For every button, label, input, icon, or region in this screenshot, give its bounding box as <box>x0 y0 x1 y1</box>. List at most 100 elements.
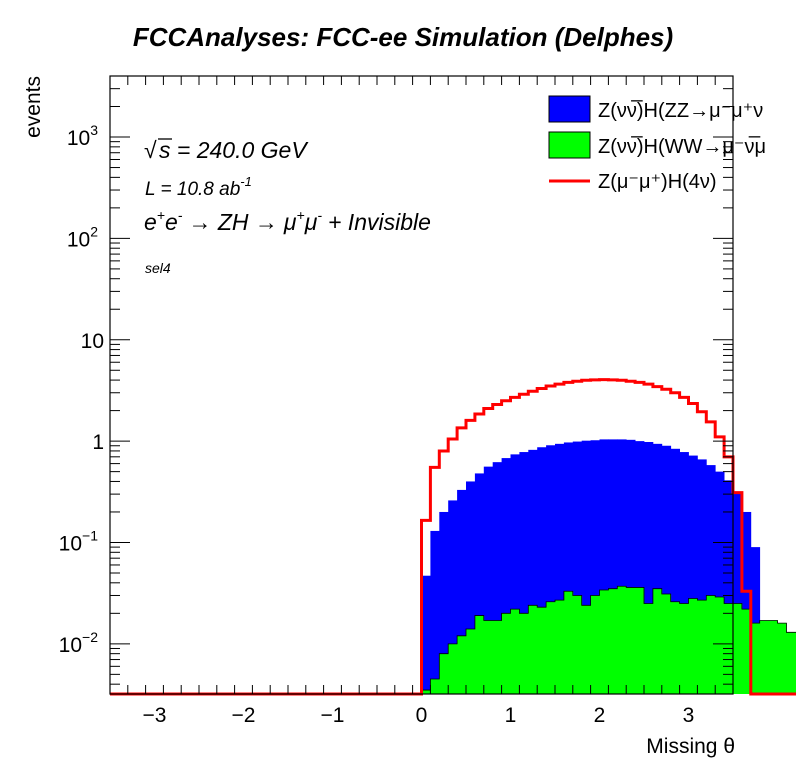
bar-zz-68 <box>715 471 725 694</box>
bar-ww-48 <box>537 607 547 694</box>
bar-zz-66 <box>697 459 707 694</box>
lumi-exponent: -1 <box>240 174 252 189</box>
stack-outline-ww <box>421 585 796 694</box>
x-tick-label-0: −3 <box>143 704 167 727</box>
legend-swatch-zz <box>548 95 591 123</box>
bar-ww-76 <box>786 632 796 694</box>
bar-zz-63 <box>670 448 680 694</box>
bar-zz-37 <box>439 511 449 694</box>
x-axis-label: Missing θ <box>646 735 735 758</box>
bar-ww-41 <box>474 615 485 694</box>
bar-ww-74 <box>768 620 778 694</box>
bar-ww-68 <box>715 596 725 694</box>
bar-zz-38 <box>448 500 458 694</box>
bar-ww-73 <box>759 620 769 694</box>
lumi-base: L = 10.8 ab <box>145 179 240 200</box>
bar-zz-69 <box>724 480 734 694</box>
process-tail: + Invisible <box>328 209 431 235</box>
annotation-luminosity: L = 10.8 ab-1 <box>145 174 252 200</box>
bar-zz-54 <box>590 440 600 694</box>
bar-zz-72 <box>750 547 761 694</box>
bar-zz-46 <box>519 452 529 694</box>
plot-area <box>110 378 796 696</box>
bar-ww-66 <box>697 600 707 694</box>
process-e1-sup: + <box>157 207 165 223</box>
process-mu1: μ <box>283 209 297 235</box>
bar-zz-55 <box>599 439 609 694</box>
bar-zz-48 <box>537 447 547 694</box>
bar-zz-62 <box>661 445 672 694</box>
bar-ww-37 <box>439 653 449 694</box>
y-tick-exp-1: −1 <box>82 527 98 543</box>
legend-label-zz: Z(νν̅)H(ZZ→μ⁻μ⁺ν <box>598 99 763 122</box>
sqrts-root-glyph: √ <box>144 137 157 163</box>
y-tick-label-4: 102 <box>67 223 98 251</box>
bar-ww-43 <box>492 620 502 694</box>
y-tick-label-3: 10 <box>81 330 104 353</box>
bar-zz-60 <box>644 442 654 694</box>
bar-ww-75 <box>777 623 787 694</box>
bar-zz-43 <box>492 462 502 694</box>
y-tick-exp-0: −2 <box>82 629 98 645</box>
annotation-process: e+e- → ZH → μ+μ- + Invisible <box>144 207 431 235</box>
bar-ww-36 <box>430 678 440 694</box>
bar-ww-64 <box>679 603 689 694</box>
bar-ww-71 <box>741 609 752 694</box>
x-tick-label-5: 2 <box>594 704 606 727</box>
y-tick-label-1: 10−1 <box>59 527 99 555</box>
sqrts-value: s = 240.0 GeV <box>159 137 309 163</box>
bar-zz-36 <box>430 530 440 694</box>
bar-zz-61 <box>652 443 663 694</box>
y-tick-base-5: 10 <box>67 127 90 150</box>
bar-zz-71 <box>741 511 752 694</box>
bar-zz-64 <box>679 452 689 694</box>
x-tick-label-6: 3 <box>683 704 695 727</box>
bar-zz-70 <box>733 492 743 694</box>
y-tick-base-4: 10 <box>67 228 90 251</box>
bar-ww-57 <box>617 586 627 694</box>
x-tick-label-2: −1 <box>321 704 345 727</box>
bar-ww-62 <box>661 594 672 694</box>
bar-ww-56 <box>608 588 618 694</box>
bar-ww-63 <box>670 601 680 694</box>
bar-zz-50 <box>555 443 565 694</box>
bar-zz-39 <box>457 489 467 694</box>
bar-zz-58 <box>626 439 636 694</box>
bar-ww-38 <box>448 643 458 694</box>
legend-label-4nu: Z(μ⁻μ⁺)H(4ν) <box>598 171 717 193</box>
bar-ww-42 <box>483 620 494 694</box>
bar-zz-67 <box>706 465 716 694</box>
legend-swatch-ww <box>548 131 591 159</box>
process-e2: e <box>165 209 178 235</box>
plot-frame <box>109 75 734 695</box>
process-mu2-sup: - <box>317 207 322 223</box>
bar-zz-45 <box>510 454 520 694</box>
bar-zz-49 <box>546 445 556 694</box>
x-tick-label-1: −2 <box>232 704 256 727</box>
bar-zz-52 <box>572 441 583 694</box>
x-tick-label-4: 1 <box>505 704 517 727</box>
bar-zz-35 <box>421 575 431 694</box>
bar-ww-45 <box>510 609 520 694</box>
bar-ww-70 <box>733 603 743 694</box>
bar-ww-50 <box>555 600 565 694</box>
y-tick-base-0: 10 <box>59 634 82 657</box>
y-axis-label: events <box>22 76 45 138</box>
bar-ww-55 <box>599 589 609 694</box>
process-e1: e <box>144 209 157 235</box>
process-mu1-sup: + <box>297 207 305 223</box>
bar-ww-39 <box>457 635 467 694</box>
bar-zz-44 <box>501 458 511 694</box>
bar-zz-57 <box>617 439 627 694</box>
bar-zz-65 <box>688 455 698 694</box>
bar-ww-54 <box>590 595 600 694</box>
bar-ww-59 <box>635 587 645 694</box>
bar-zz-51 <box>563 442 574 694</box>
y-tick-label-2: 1 <box>92 431 104 454</box>
bar-ww-52 <box>572 595 583 694</box>
chart-title: FCCAnalyses: FCC-ee Simulation (Delphes) <box>133 22 673 52</box>
legend-label-ww: Z(νν̅)H(WW→μ⁻ν̅μ <box>598 135 766 158</box>
bar-ww-49 <box>546 601 556 694</box>
